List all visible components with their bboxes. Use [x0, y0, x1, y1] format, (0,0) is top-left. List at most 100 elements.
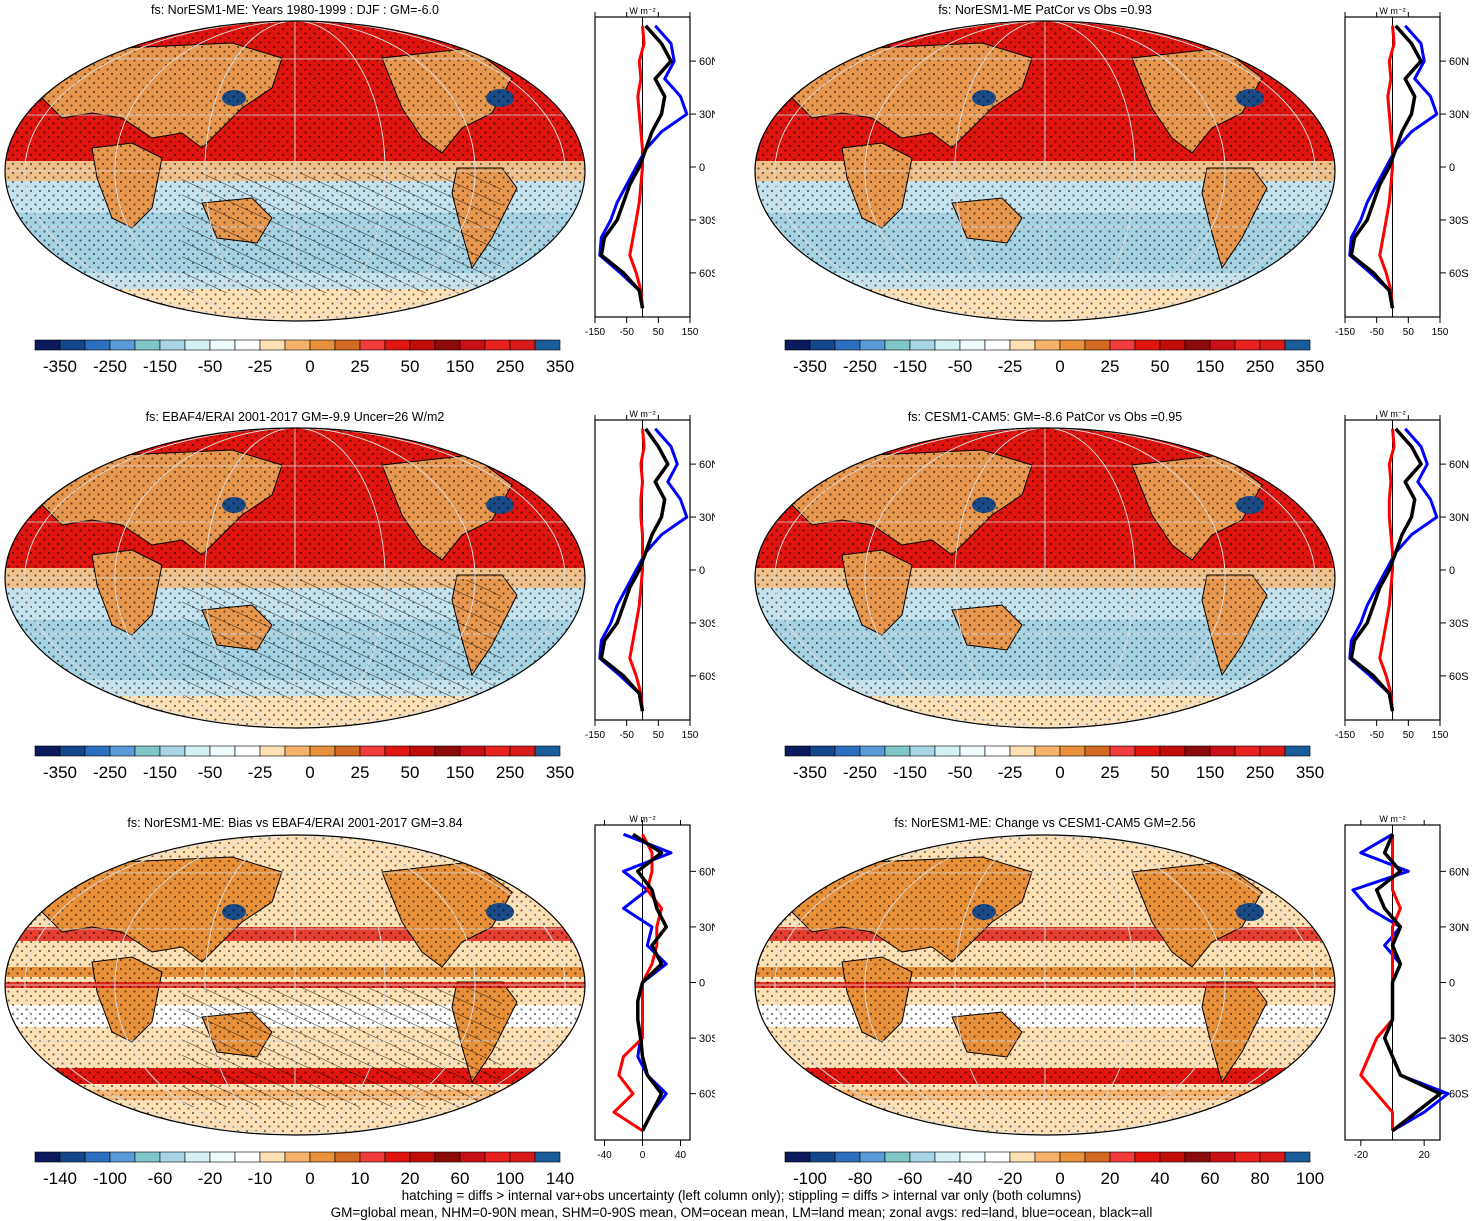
colorbar-swatch [1084, 339, 1111, 351]
colorbar-swatch [384, 339, 411, 351]
colorbar-label: 20 [401, 1169, 420, 1188]
colorbar-swatch [909, 339, 936, 351]
colorbar-swatch [59, 339, 86, 351]
zonal-line-all [632, 832, 669, 1132]
colorbar-label: 0 [1055, 763, 1064, 782]
x-tick-label: -50 [619, 327, 634, 338]
colorbar-label: -10 [248, 1169, 273, 1188]
colorbar-swatch [359, 339, 386, 351]
colorbar-swatch [959, 745, 986, 757]
colorbar-swatch [534, 339, 561, 351]
colorbar-swatch [1059, 339, 1086, 351]
y-tick-label: 30S [699, 1033, 715, 1045]
y-tick-label: 60S [1449, 268, 1469, 280]
map-plot [4, 427, 586, 729]
colorbar-swatch [959, 339, 986, 351]
colorbar-swatch [1234, 1151, 1261, 1163]
y-tick-label: 60S [699, 671, 715, 683]
colorbar-swatch [1209, 1151, 1236, 1163]
colorbar-label: 250 [1246, 357, 1274, 376]
colorbar-label: 25 [1101, 357, 1120, 376]
graticule [24, 21, 566, 321]
y-tick-label: 30N [1449, 922, 1469, 934]
x-tick-label: 150 [682, 730, 699, 741]
colorbar-label: 25 [351, 357, 370, 376]
colorbar-swatch [859, 745, 886, 757]
zonal-line-ocean [622, 832, 673, 1132]
colorbar-swatch [434, 339, 461, 351]
y-tick-label: 0 [1449, 978, 1455, 990]
colorbar-swatch [1284, 745, 1311, 757]
colorbar-swatch [859, 339, 886, 351]
map-border [4, 834, 586, 1136]
unit-label: W m⁻² [629, 6, 655, 16]
x-tick-label: 0 [640, 1150, 646, 1161]
colorbar-swatch [1284, 1151, 1311, 1163]
continent [1231, 29, 1293, 64]
colorbar-swatch [809, 745, 836, 757]
colorbar-swatch [34, 745, 61, 757]
colorbar-swatch [859, 1151, 886, 1163]
colorbar-label: 50 [401, 763, 420, 782]
hatching [182, 173, 502, 293]
y-tick-label: 60N [699, 866, 715, 878]
colorbar-swatch [334, 745, 361, 757]
zonal-mean-plot: W m⁻² 60N 30N 0 30S 60S -150 -50 50 150 [1335, 409, 1469, 741]
map-border [754, 427, 1336, 729]
continent [481, 29, 543, 64]
x-tick-label: 50 [1403, 327, 1415, 338]
zonal-line-all [599, 24, 673, 309]
colorbar-label: 140 [546, 1169, 574, 1188]
colorbar-swatch [834, 745, 861, 757]
panel-title: fs: NorESM1-ME PatCor vs Obs =0.93 [938, 3, 1152, 17]
graticule [954, 428, 1136, 728]
x-tick-label: -150 [585, 327, 605, 338]
colorbar-swatch [259, 1151, 286, 1163]
x-tick-label: -50 [1369, 730, 1384, 741]
colorbar-swatch [1259, 339, 1286, 351]
map-plot [754, 427, 1336, 729]
x-tick-label: -150 [1335, 730, 1355, 741]
colorbar-swatch [334, 339, 361, 351]
unit-label: W m⁻² [1379, 6, 1405, 16]
zonal-line-land [1378, 428, 1396, 712]
colorbar-swatch [1259, 745, 1286, 757]
colorbar-swatch [1184, 745, 1211, 757]
colorbar-swatch [1259, 1151, 1286, 1163]
colorbar-label: 350 [1296, 357, 1324, 376]
colorbar-swatch [459, 745, 486, 757]
colorbar-label: 60 [451, 1169, 470, 1188]
map-border [4, 20, 586, 322]
colorbar-swatch [809, 1151, 836, 1163]
colorbar-swatch [934, 745, 961, 757]
colorbar-swatch [84, 339, 111, 351]
zonal-line-all [1349, 24, 1423, 309]
colorbar-label: 80 [1251, 1169, 1270, 1188]
graticule [864, 21, 1226, 321]
colorbar-swatch [834, 339, 861, 351]
map-border [4, 427, 586, 729]
zonal-line-land [1359, 834, 1402, 1131]
colorbar-label: -20 [998, 1169, 1023, 1188]
colorbar-label: 150 [1196, 763, 1224, 782]
colorbar-swatch [159, 339, 186, 351]
map-plot [4, 834, 586, 1136]
x-tick-label: -40 [597, 1150, 612, 1161]
graticule [24, 428, 566, 728]
map-plot [754, 834, 1336, 1136]
colorbar-swatch [984, 745, 1011, 757]
y-tick-label: 60S [699, 268, 715, 280]
colorbar-label: 0 [1055, 357, 1064, 376]
colorbar-label: -50 [948, 357, 973, 376]
colorbar-label: -60 [148, 1169, 173, 1188]
y-tick-label: 30S [1449, 215, 1469, 227]
colorbar-swatch [534, 1151, 561, 1163]
colorbar-swatch [1034, 1151, 1061, 1163]
colorbar-swatch [1134, 745, 1161, 757]
unit-label: W m⁻² [1379, 409, 1405, 419]
colorbar-swatch [459, 1151, 486, 1163]
colorbar-swatch [1034, 745, 1061, 757]
colorbar-label: -25 [998, 763, 1023, 782]
y-tick-label: 60N [1449, 459, 1469, 471]
x-tick-label: -150 [1335, 327, 1355, 338]
